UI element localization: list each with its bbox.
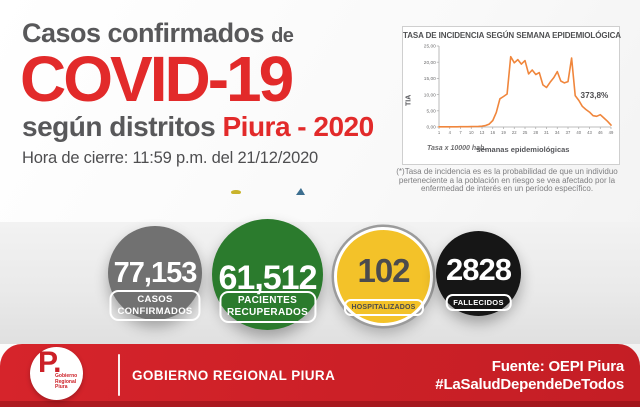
header: Casos confirmados de COVID-19 según dist… [20, 18, 374, 168]
stat-label: PACIENTES RECUPERADOS [218, 291, 317, 323]
footer-separator [118, 354, 120, 396]
svg-text:19: 19 [501, 130, 506, 135]
stats-band: 77,153 CASOS CONFIRMADOS 61,512 PACIENTES… [0, 219, 640, 344]
svg-text:28: 28 [533, 130, 538, 135]
stat-label-line: RECUPERADOS [226, 307, 309, 318]
stat-deceased-circle: 2828 FALLECIDOS [436, 231, 521, 316]
logo-text-line: Regional [55, 378, 77, 385]
chart-footer: Tasa x 10000 hab. semanas epidemiológica… [403, 145, 619, 157]
hashtag-text: #LaSaludDependeDeTodos [435, 375, 624, 393]
stat-value: 77,153 [113, 257, 198, 289]
svg-text:25: 25 [523, 130, 528, 135]
main-title-text: Casos confirmados [22, 18, 265, 48]
main-title-suffix: de [271, 25, 294, 47]
stat-value: 2828 [446, 252, 512, 287]
svg-text:5,00: 5,00 [426, 109, 436, 115]
covid-title: COVID-19 [20, 43, 294, 115]
svg-text:0,00: 0,00 [426, 125, 436, 131]
logo-text-line: Piura [55, 384, 68, 391]
incidence-line-chart: 0,00 5,00 10,00 15,00 20,00 25,00 1 4 7 10 13 16 19 2… [424, 44, 614, 135]
subtitle-region-year: Piura - 2020 [222, 111, 374, 142]
svg-text:49: 49 [609, 130, 614, 135]
stat-label: HOSPITALIZADOS [343, 299, 424, 316]
subtitle-districts: según distritos [22, 111, 216, 142]
stat-hospitalized-circle: 102 HOSPITALIZADOS [334, 227, 433, 326]
svg-text:1: 1 [438, 130, 441, 135]
svg-text:37: 37 [566, 130, 571, 135]
svg-text:25,00: 25,00 [424, 44, 436, 50]
logo-letter: P. [38, 346, 62, 379]
stat-label-line: HOSPITALIZADOS [351, 304, 416, 311]
stat-value: 102 [357, 252, 410, 289]
stat-label-line: PACIENTES [237, 295, 298, 306]
stat-recovered-circle: 61,512 PACIENTES RECUPERADOS [212, 219, 323, 330]
svg-text:22: 22 [512, 130, 517, 135]
svg-text:43: 43 [587, 130, 592, 135]
gobierno-regional-piura-logo: P. Gobierno Regional Piura [30, 346, 83, 400]
svg-text:15,00: 15,00 [424, 76, 436, 82]
svg-text:10: 10 [469, 130, 474, 135]
stat-label: FALLECIDOS [445, 294, 512, 311]
chart-y-axis-label: TIA [405, 94, 413, 106]
svg-text:46: 46 [598, 130, 603, 135]
stat-label-line: CASOS [137, 294, 173, 305]
footer-source-block: Fuente: OEPI Piura #LaSaludDependeDeTodo… [435, 344, 624, 407]
svg-text:7: 7 [459, 130, 462, 135]
svg-text:16: 16 [490, 130, 495, 135]
chart-annotation: 373,8% [581, 91, 609, 100]
svg-text:13: 13 [480, 130, 485, 135]
svg-text:4: 4 [449, 130, 452, 135]
chart-title: TASA DE INCIDENCIA SEGÚN SEMANA EPIDEMIO… [403, 31, 621, 40]
organization-name: GOBIERNO REGIONAL PIURA [132, 368, 336, 383]
stat-label-line: FALLECIDOS [453, 298, 504, 307]
footer-bar: P. Gobierno Regional Piura GOBIERNO REGION… [0, 344, 640, 407]
incidence-definition-note: (*)Tasa de incidencia es es la probabili… [396, 167, 618, 194]
stat-label-line: CONFIRMADOS [117, 305, 193, 317]
chart-x-axis-label: semanas epidemiológicas [476, 145, 570, 154]
subtitle: según distritos Piura - 2020 [22, 111, 374, 143]
main-title: Casos confirmados de [22, 18, 374, 49]
chart-rate-footnote: Tasa x 10000 hab. [427, 145, 487, 152]
svg-text:10,00: 10,00 [424, 92, 436, 98]
stat-value: 61,512 [218, 259, 318, 297]
chart-body: TIA 0,00 5,00 10,00 15,00 20,00 25,00 1 4 7 10 13 1… [403, 41, 619, 145]
logo-text-line: Gobierno [55, 373, 78, 379]
stat-label: CASOS CONFIRMADOS [109, 290, 201, 321]
svg-text:31: 31 [544, 130, 549, 135]
stat-confirmed-circle: 77,153 CASOS CONFIRMADOS [108, 226, 202, 321]
svg-text:34: 34 [555, 130, 560, 135]
blue-mark-decoration [296, 188, 305, 195]
svg-text:40: 40 [576, 130, 581, 135]
yellow-mark-decoration [231, 190, 241, 194]
logo-text: Gobierno Regional Piura [55, 373, 78, 391]
svg-text:20,00: 20,00 [424, 60, 436, 66]
source-text: Fuente: OEPI Piura [491, 358, 624, 375]
incidence-chart-panel: TASA DE INCIDENCIA SEGÚN SEMANA EPIDEMIO… [402, 26, 621, 165]
closing-time: Hora de cierre: 11:59 p.m. del 21/12/202… [22, 149, 319, 167]
